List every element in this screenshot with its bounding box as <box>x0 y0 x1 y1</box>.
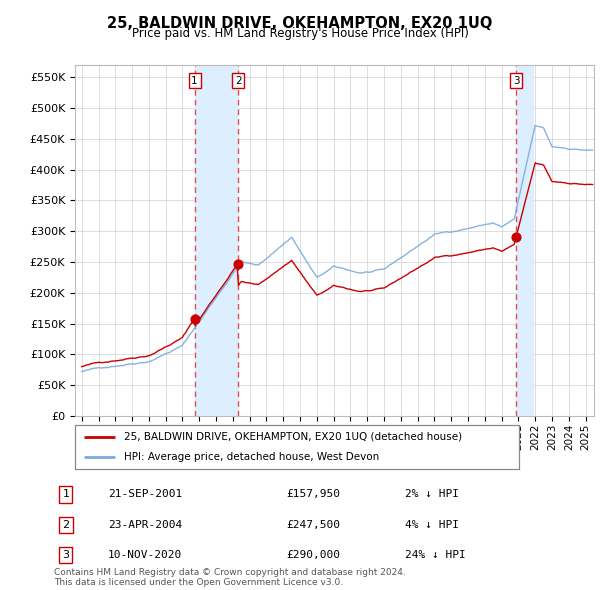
Bar <box>194 65 238 416</box>
Text: 3: 3 <box>513 76 520 86</box>
Text: 25, BALDWIN DRIVE, OKEHAMPTON, EX20 1UQ: 25, BALDWIN DRIVE, OKEHAMPTON, EX20 1UQ <box>107 16 493 31</box>
Point <box>233 259 243 268</box>
Text: HPI: Average price, detached house, West Devon: HPI: Average price, detached house, West… <box>124 452 379 462</box>
Text: 2: 2 <box>62 520 70 530</box>
Bar <box>516 65 533 416</box>
Text: 2: 2 <box>235 76 241 86</box>
Text: 1: 1 <box>191 76 198 86</box>
Point <box>190 314 199 323</box>
Text: 3: 3 <box>62 550 70 560</box>
Text: Contains HM Land Registry data © Crown copyright and database right 2024.
This d: Contains HM Land Registry data © Crown c… <box>54 568 406 587</box>
Text: 21-SEP-2001: 21-SEP-2001 <box>108 490 182 500</box>
Text: 24% ↓ HPI: 24% ↓ HPI <box>405 550 466 560</box>
Text: 2% ↓ HPI: 2% ↓ HPI <box>405 490 459 500</box>
Text: 10-NOV-2020: 10-NOV-2020 <box>108 550 182 560</box>
Text: £157,950: £157,950 <box>286 490 340 500</box>
Text: 25, BALDWIN DRIVE, OKEHAMPTON, EX20 1UQ (detached house): 25, BALDWIN DRIVE, OKEHAMPTON, EX20 1UQ … <box>124 432 462 442</box>
Text: £247,500: £247,500 <box>286 520 340 530</box>
Text: 1: 1 <box>62 490 70 500</box>
Text: 23-APR-2004: 23-APR-2004 <box>108 520 182 530</box>
Text: 4% ↓ HPI: 4% ↓ HPI <box>405 520 459 530</box>
Text: £290,000: £290,000 <box>286 550 340 560</box>
Point <box>511 232 521 242</box>
Text: Price paid vs. HM Land Registry's House Price Index (HPI): Price paid vs. HM Land Registry's House … <box>131 27 469 40</box>
